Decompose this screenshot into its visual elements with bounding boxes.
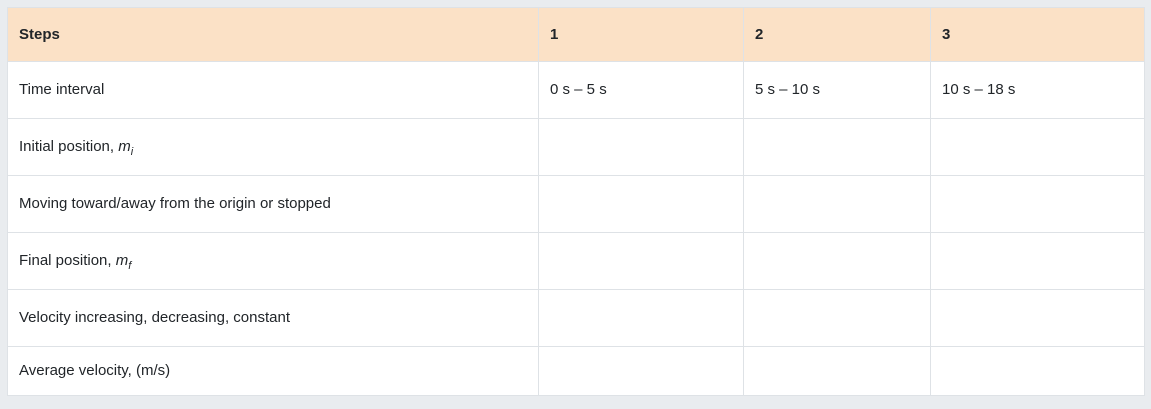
row-label-final-position: Final position, mf [7, 232, 539, 290]
steps-table: Steps 1 2 3 Time interval 0 s – 5 s 5 s … [7, 7, 1145, 396]
answer-cell-velocity-trend-step-1 [538, 289, 744, 347]
table-header-row: Steps 1 2 3 [7, 7, 1145, 62]
cell-time-interval-step-1: 0 s – 5 s [538, 61, 744, 119]
table-row-initial-position: Initial position, mi [7, 118, 1145, 176]
math-variable: m [118, 138, 131, 155]
answer-cell-moving-step-3 [930, 175, 1145, 233]
answer-cell-final-position-step-3 [930, 232, 1145, 290]
row-label-text: Time interval [19, 81, 105, 98]
row-label-text: Velocity increasing, decreasing, constan… [19, 309, 290, 326]
answer-cell-velocity-trend-step-3 [930, 289, 1145, 347]
table-row-moving-toward-away: Moving toward/away from the origin or st… [7, 175, 1145, 233]
answer-cell-initial-position-step-3 [930, 118, 1145, 176]
answer-cell-initial-position-step-2 [743, 118, 931, 176]
table-row-time-interval: Time interval 0 s – 5 s 5 s – 10 s 10 s … [7, 61, 1145, 119]
header-cell-step-2: 2 [743, 7, 931, 62]
row-label-text: Moving toward/away from the origin or st… [19, 195, 331, 212]
row-label-initial-position: Initial position, mi [7, 118, 539, 176]
math-subscript: f [128, 260, 132, 272]
row-label-text: Final position, [19, 252, 116, 269]
header-cell-step-3: 3 [930, 7, 1145, 62]
table-row-final-position: Final position, mf [7, 232, 1145, 290]
answer-cell-average-velocity-step-3 [930, 346, 1145, 396]
row-label-text: Initial position, [19, 138, 119, 155]
header-cell-steps: Steps [7, 7, 539, 62]
row-label-average-velocity: Average velocity, (m/s) [7, 346, 539, 396]
answer-cell-moving-step-1 [538, 175, 744, 233]
answer-cell-velocity-trend-step-2 [743, 289, 931, 347]
math-subscript: i [130, 146, 134, 158]
answer-cell-moving-step-2 [743, 175, 931, 233]
header-cell-step-1: 1 [538, 7, 744, 62]
row-label-time-interval: Time interval [7, 61, 539, 119]
answer-cell-average-velocity-step-1 [538, 346, 744, 396]
math-variable: m [115, 252, 129, 269]
row-label-text: Average velocity, (m/s) [19, 362, 171, 379]
answer-cell-final-position-step-2 [743, 232, 931, 290]
cell-time-interval-step-3: 10 s – 18 s [930, 61, 1145, 119]
table-row-average-velocity: Average velocity, (m/s) [7, 346, 1145, 396]
answer-cell-average-velocity-step-2 [743, 346, 931, 396]
cell-time-interval-step-2: 5 s – 10 s [743, 61, 931, 119]
row-label-velocity-trend: Velocity increasing, decreasing, constan… [7, 289, 539, 347]
table-container: Steps 1 2 3 Time interval 0 s – 5 s 5 s … [7, 7, 1145, 396]
answer-cell-initial-position-step-1 [538, 118, 744, 176]
answer-cell-final-position-step-1 [538, 232, 744, 290]
row-label-moving-toward-away: Moving toward/away from the origin or st… [7, 175, 539, 233]
table-row-velocity-trend: Velocity increasing, decreasing, constan… [7, 289, 1145, 347]
